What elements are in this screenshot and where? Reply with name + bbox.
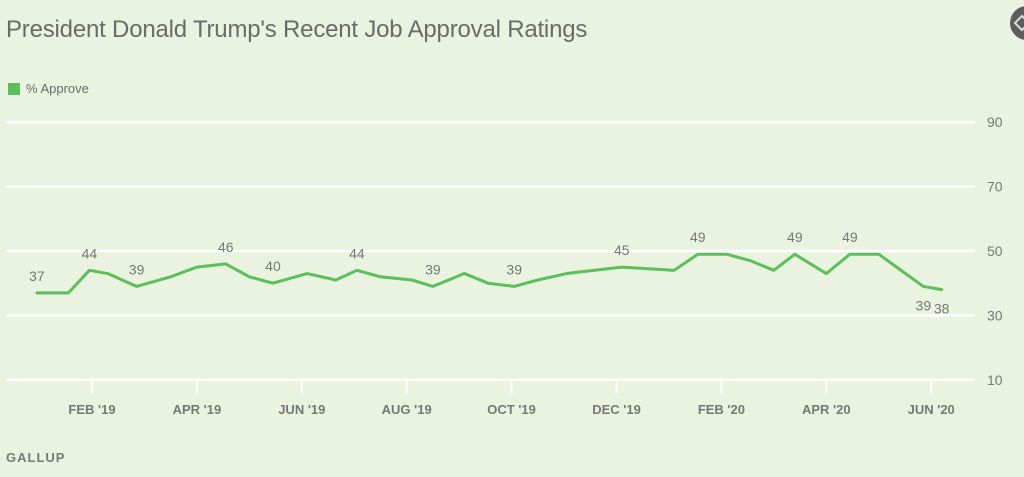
x-tick-label: JUN '19 [278, 402, 325, 417]
source-label: GALLUP [6, 450, 66, 465]
series-approve [35, 252, 944, 295]
data-label: 40 [265, 258, 281, 274]
x-tick-label: APR '19 [173, 402, 222, 417]
series-line [35, 252, 944, 295]
x-tick-label: JUN '20 [908, 402, 955, 417]
data-label: 49 [690, 229, 706, 245]
data-label: 38 [934, 301, 950, 317]
data-label: 39 [506, 261, 522, 277]
gridlines [6, 120, 975, 382]
y-tick-label: 70 [987, 179, 1003, 195]
data-label: 45 [614, 242, 630, 258]
x-tick-label: FEB '19 [68, 402, 115, 417]
y-tick-label: 90 [987, 114, 1003, 130]
legend-label: % Approve [26, 81, 89, 96]
x-tick-label: APR '20 [802, 402, 851, 417]
x-axis: FEB '19 APR '19 JUN '19 AUG '19 OCT '19 DEC '… [68, 379, 955, 417]
data-label: 39 [916, 297, 932, 313]
x-tick-label: DEC '19 [592, 402, 641, 417]
data-label: 44 [82, 245, 98, 261]
data-label: 44 [349, 245, 365, 261]
y-tick-label: 30 [987, 307, 1003, 323]
y-tick-label: 10 [987, 372, 1003, 388]
chart-title: President Donald Trump's Recent Job Appr… [6, 16, 588, 43]
data-label: 49 [787, 229, 803, 245]
data-label: 39 [129, 261, 145, 277]
y-tick-label: 50 [987, 243, 1003, 259]
data-label: 39 [425, 261, 441, 277]
data-label: 46 [218, 239, 234, 255]
legend-swatch [8, 82, 20, 95]
legend: % Approve [8, 81, 89, 96]
x-tick-label: AUG '19 [382, 402, 432, 417]
share-icon[interactable] [1010, 6, 1024, 40]
x-tick-label: FEB '20 [698, 402, 745, 417]
x-tick-label: OCT '19 [487, 402, 536, 417]
data-label: 49 [842, 229, 858, 245]
y-axis: 90 70 50 30 10 [987, 114, 1003, 388]
data-label: 37 [29, 268, 45, 284]
